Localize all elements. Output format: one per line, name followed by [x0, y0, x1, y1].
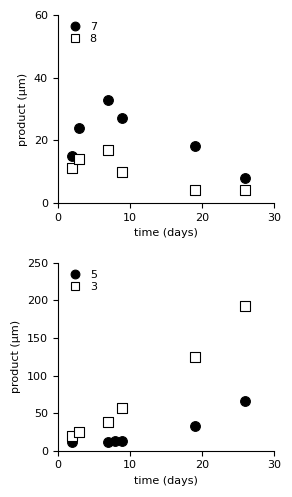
Y-axis label: product (μm): product (μm) [11, 320, 21, 393]
Point [192, 353, 197, 361]
Point [77, 124, 81, 132]
Point [120, 437, 125, 445]
Point [77, 428, 81, 436]
X-axis label: time (days): time (days) [134, 476, 198, 486]
Point [120, 114, 125, 122]
Point [106, 95, 110, 103]
Point [192, 143, 197, 151]
Point [192, 186, 197, 194]
Point [69, 438, 74, 446]
Point [243, 186, 247, 194]
Legend: 5, 3: 5, 3 [61, 266, 100, 295]
Point [120, 404, 125, 412]
Legend: 7, 8: 7, 8 [61, 18, 100, 47]
Point [113, 437, 118, 445]
Point [77, 155, 81, 163]
Point [106, 438, 110, 446]
Y-axis label: product (μm): product (μm) [18, 73, 28, 146]
Point [192, 422, 197, 430]
Point [69, 165, 74, 172]
Point [69, 432, 74, 440]
Point [69, 152, 74, 160]
X-axis label: time (days): time (days) [134, 228, 198, 238]
Point [243, 397, 247, 405]
Point [106, 418, 110, 426]
Point [243, 174, 247, 182]
Point [106, 146, 110, 154]
Point [120, 167, 125, 175]
Point [243, 303, 247, 311]
